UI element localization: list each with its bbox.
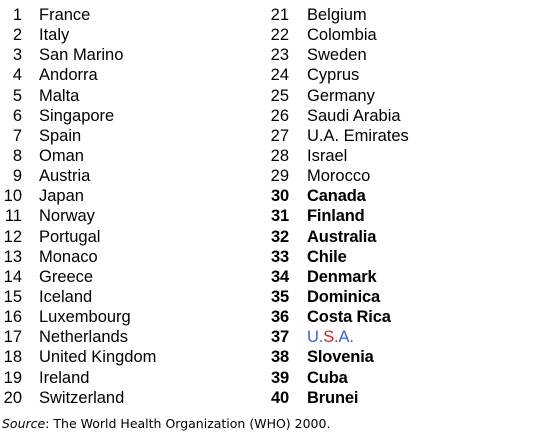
rank-number: 2 (12, 26, 22, 45)
rank-number: 18 (3, 348, 22, 367)
rank-number: 6 (12, 106, 22, 125)
country-name: Spain (39, 126, 82, 145)
country-name: Iceland (39, 287, 93, 306)
rank-number: 23 (270, 46, 289, 65)
country-name: Norway (39, 207, 95, 226)
country-name: Switzerland (39, 388, 125, 407)
rank-number: 21 (270, 6, 289, 24)
country-name: Slovenia (307, 348, 374, 367)
rank-number: 4 (12, 66, 22, 85)
country-name: U.S.A. (307, 327, 354, 347)
rank-number: 8 (12, 146, 22, 165)
country-name: U.A. Emirates (307, 126, 409, 145)
country-name: Italy (39, 26, 70, 45)
usa-letter: A. (338, 328, 354, 347)
rank-number: 27 (270, 126, 289, 145)
rank-number: 17 (3, 328, 22, 347)
rank-number: 36 (270, 308, 289, 327)
country-name: Cuba (307, 368, 348, 387)
country-name: Israel (307, 146, 348, 165)
rank-number: 15 (3, 287, 22, 306)
rank-number: 22 (270, 26, 289, 45)
rank-number: 24 (270, 66, 289, 85)
rank-number: 1 (12, 6, 22, 24)
rank-number: 10 (3, 187, 22, 206)
country-name: Netherlands (39, 328, 128, 347)
country-name: Greece (39, 267, 94, 286)
rank-number: 19 (3, 368, 22, 387)
source-note: Source: The World Health Organization (W… (2, 416, 330, 432)
rank-number: 16 (3, 308, 22, 327)
rank-number: 38 (270, 348, 289, 367)
rank-number: 9 (12, 167, 22, 186)
rank-number: 40 (270, 388, 289, 407)
country-name: Singapore (39, 106, 115, 125)
rank-number: 3 (12, 46, 22, 65)
country-name: Luxembourg (39, 308, 131, 327)
rank-number: 37 (270, 328, 289, 347)
rank-number: 34 (270, 267, 289, 286)
country-name: Colombia (307, 26, 377, 45)
country-name: Belgium (307, 6, 367, 24)
rank-number: 39 (270, 368, 289, 387)
country-name: Denmark (307, 267, 377, 286)
rank-number: 11 (4, 207, 22, 226)
rank-number: 25 (270, 86, 289, 105)
country-name: Morocco (307, 167, 371, 186)
rank-number: 14 (3, 267, 22, 286)
country-name: United Kingdom (39, 348, 157, 367)
rank-number: 7 (12, 126, 22, 145)
usa-letter: U. (307, 328, 324, 347)
country-name: San Marino (39, 46, 124, 65)
country-name: Japan (39, 187, 84, 206)
rank-number: 12 (3, 227, 22, 246)
country-name: Sweden (307, 46, 367, 65)
country-name: Finland (307, 207, 365, 226)
country-name: Australia (307, 227, 377, 246)
country-name: Canada (307, 187, 366, 206)
country-name: Oman (39, 146, 84, 165)
country-name: Costa Rica (307, 308, 391, 327)
country-name: Chile (307, 247, 347, 266)
country-name: Germany (307, 86, 375, 105)
rank-number: 35 (270, 287, 289, 306)
country-name: Dominica (307, 287, 381, 306)
rank-number: 5 (12, 86, 22, 105)
country-name: Ireland (39, 368, 90, 387)
rank-number: 13 (3, 247, 22, 266)
country-name: France (39, 6, 91, 24)
source-text: : The World Health Organization (WHO) 20… (45, 416, 331, 431)
rank-number: 29 (270, 167, 289, 186)
rank-number: 33 (270, 247, 289, 266)
rank-number: 28 (270, 146, 289, 165)
rank-number: 32 (270, 227, 289, 246)
country-name: Brunei (307, 388, 359, 407)
rank-number: 31 (270, 207, 289, 226)
country-name: Cyprus (307, 66, 360, 85)
rank-number: 20 (3, 388, 22, 407)
country-name: Portugal (39, 227, 101, 246)
source-label: Source (2, 416, 46, 431)
usa-letter: S. (323, 328, 339, 347)
country-name: Saudi Arabia (307, 106, 401, 125)
country-name: Austria (39, 167, 91, 186)
rank-number: 30 (270, 187, 289, 206)
rank-number: 26 (270, 106, 289, 125)
country-name: Monaco (39, 247, 98, 266)
country-name: Andorra (39, 66, 98, 85)
country-name: Malta (39, 86, 80, 105)
